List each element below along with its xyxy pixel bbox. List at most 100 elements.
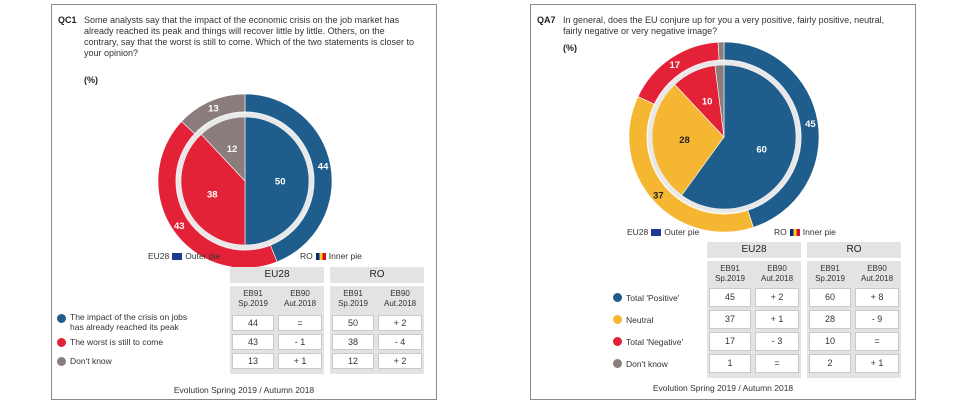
pie-slice-inner-3 — [714, 64, 725, 138]
table-row-label: Total 'Positive' — [626, 293, 701, 303]
pie-label-inner-2: 10 — [702, 97, 713, 108]
table-cell: 45 — [709, 288, 751, 307]
table-group-header-0: EU28 — [230, 267, 324, 283]
table-sub-header-0: EB91 Sp.2019 — [231, 288, 275, 314]
pie-label-inner-0: 50 — [275, 177, 286, 188]
chart-panel-qc1: QC1 Some analysts say that the impact of … — [51, 4, 437, 400]
legend-dot-icon — [613, 315, 622, 324]
table-group-header-0: EU28 — [707, 242, 801, 258]
pie-slice-inner-1 — [651, 84, 725, 196]
question-text: Some analysts say that the impact of the… — [84, 15, 414, 58]
table-sub-header-line: EB91 — [343, 289, 363, 298]
table-cell: - 1 — [278, 334, 322, 350]
table-cell: 50 — [332, 315, 374, 331]
pie-chart: 45 37 17 60 28 10 — [628, 41, 820, 233]
ro-flag-icon — [315, 253, 326, 261]
table-row-label-line: has already reached its peak — [70, 322, 179, 332]
table-cell: 37 — [709, 310, 751, 329]
legend-outer-label: Outer pie — [664, 227, 700, 237]
ring-separator-line — [177, 113, 313, 249]
table-cell: 28 — [809, 310, 851, 329]
unit-label: (%) — [84, 75, 98, 85]
table-sub-header-1: EB90 Aut.2018 — [277, 288, 323, 314]
table-row-label: Neutral — [626, 315, 701, 325]
legend-ro-code: RO — [300, 251, 313, 261]
table-row-label-line: Total 'Negative' — [626, 336, 684, 347]
legend-outer-label: Outer pie — [185, 251, 221, 261]
pie-legend-ro: RO Inner pie — [300, 251, 362, 261]
ro-flag-icon — [789, 229, 800, 237]
chart-footer: Evolution Spring 2019 / Autumn 2018 — [652, 383, 794, 393]
table-row-label-line: Total 'Positive' — [626, 292, 680, 303]
table-row-label-line: Neutral — [626, 314, 654, 325]
question-code: QA7 — [537, 15, 556, 25]
legend-dot-icon — [57, 337, 66, 347]
pie-label-inner-1: 28 — [679, 135, 690, 146]
table-cell: 60 — [809, 288, 851, 307]
legend-inner-label: Inner pie — [802, 227, 836, 237]
table-sub-header-line: Sp.2019 — [715, 273, 745, 283]
table-cell: - 4 — [378, 334, 422, 350]
legend-dot-icon — [57, 313, 66, 323]
table-cell: 38 — [332, 334, 374, 350]
table-group-header-1: RO — [330, 267, 424, 283]
table-sub-header-line: EB91 — [243, 289, 263, 298]
chart-panel-qa7: QA7 In general, does the EU conjure up fo… — [530, 4, 916, 400]
table-row-label: Total 'Negative' — [626, 337, 701, 347]
table-cell: + 8 — [855, 288, 899, 307]
table-cell: = — [278, 315, 322, 331]
table-sub-header-line: EB90 — [767, 264, 787, 273]
legend-dot-icon — [613, 293, 622, 302]
pie-label-outer-0: 44 — [318, 162, 329, 173]
table-cell: + 2 — [755, 288, 799, 307]
legend-inner-label: Inner pie — [328, 251, 362, 261]
table-sub-header-line: EB91 — [820, 264, 840, 273]
table-row-label: The worst is still to come — [70, 337, 224, 347]
table-cell: 2 — [809, 354, 851, 373]
question-text: In general, does the EU conjure up for y… — [563, 15, 885, 36]
table-sub-header-line: Sp.2019 — [238, 298, 268, 308]
legend-dot-icon — [57, 356, 66, 366]
eu-flag-icon — [172, 253, 183, 261]
question-header: QC1 Some analysts say that the impact of … — [58, 15, 426, 59]
table-sub-header-line: EB90 — [867, 264, 887, 273]
table-cell: 12 — [332, 353, 374, 369]
question-header: QA7 In general, does the EU conjure up fo… — [537, 15, 905, 37]
pie-chart: 44 43 13 50 38 12 — [157, 93, 333, 269]
table-sub-header-2: EB91 Sp.2019 — [331, 288, 375, 314]
table-sub-header-3: EB90 Aut.2018 — [854, 263, 900, 289]
chart-footer: Evolution Spring 2019 / Autumn 2018 — [173, 385, 315, 395]
table-cell: = — [855, 332, 899, 351]
legend-eu-code: EU28 — [627, 227, 649, 237]
table-sub-header-3: EB90 Aut.2018 — [377, 288, 423, 314]
ring-separator-line — [648, 61, 800, 213]
pie-legend-eu: EU28 Outer pie — [148, 251, 220, 261]
table-cell: + 1 — [855, 354, 899, 373]
table-cell: 17 — [709, 332, 751, 351]
pie-label-outer-2: 13 — [208, 104, 219, 115]
pie-slice-inner-1 — [180, 133, 246, 246]
legend-dot-icon — [613, 359, 622, 368]
table-cell: + 1 — [755, 310, 799, 329]
table-sub-header-line: Aut.2018 — [760, 273, 794, 283]
eu-flag-icon — [651, 229, 662, 237]
table-row-label-line: The worst is still to come — [70, 337, 164, 347]
table-cell: = — [755, 354, 799, 373]
table-sub-header-line: Aut.2018 — [860, 273, 894, 283]
table-sub-header-line: EB90 — [390, 289, 410, 298]
table-sub-header-line: Sp.2019 — [338, 298, 368, 308]
pie-label-outer-1: 37 — [653, 190, 664, 201]
table-cell: 44 — [232, 315, 274, 331]
legend-eu-code: EU28 — [148, 251, 170, 261]
table-sub-header-line: Aut.2018 — [383, 298, 417, 308]
legend-ro-code: RO — [774, 227, 787, 237]
table-row-label-line: Don't know — [70, 356, 112, 366]
table-sub-header-line: EB90 — [290, 289, 310, 298]
table-cell: 43 — [232, 334, 274, 350]
question-code: QC1 — [58, 15, 77, 25]
pie-legend-eu: EU28 Outer pie — [627, 227, 699, 237]
pie-slice-inner-0 — [681, 64, 797, 210]
pie-label-inner-1: 38 — [207, 189, 218, 200]
pie-slice-inner-0 — [244, 116, 310, 246]
table-row-label-line: Don't know — [626, 358, 668, 369]
